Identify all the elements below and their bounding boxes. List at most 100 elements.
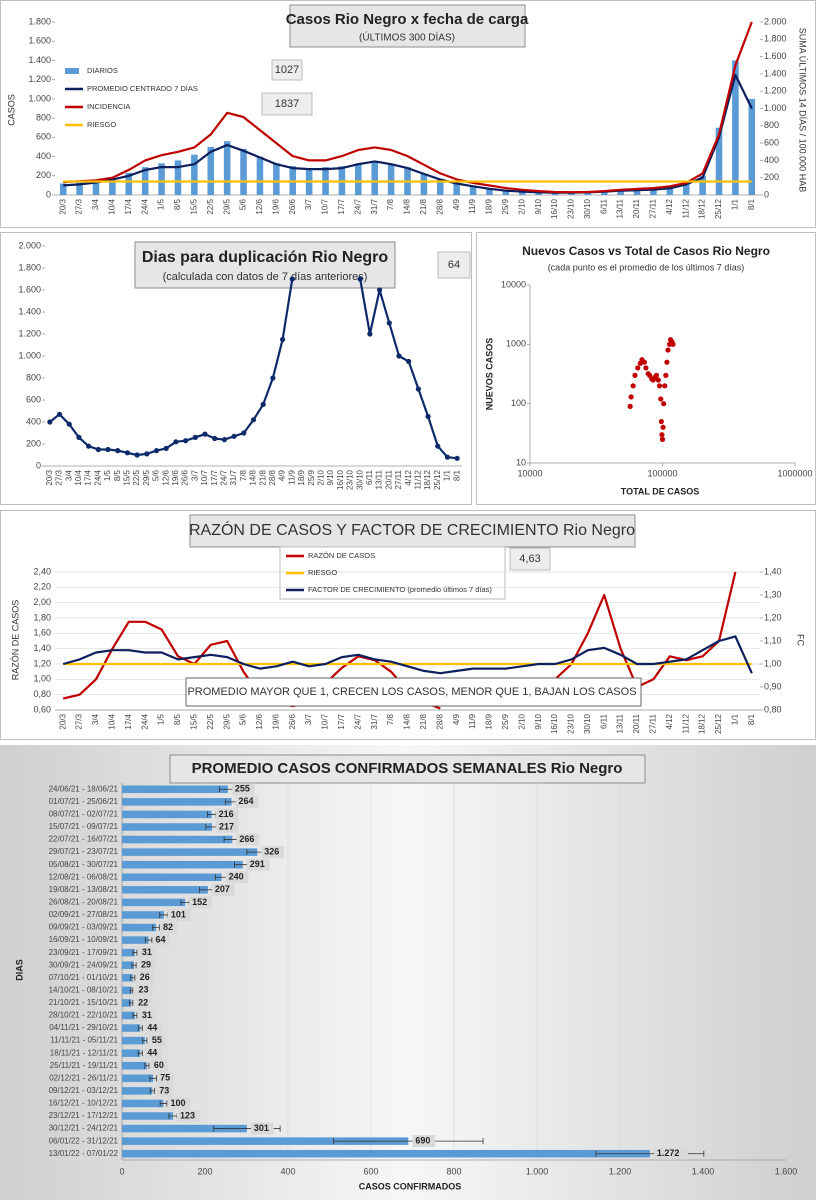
value-label-box [216,820,239,833]
y-tick-label: 02/12/21 - 26/11/21 [49,1073,118,1082]
value-label: 301 [254,1123,269,1133]
y-tick-label: 19/08/21 - 13/08/21 [49,885,119,894]
value-label-box [225,871,249,884]
point [367,331,373,337]
value-label-box [135,996,153,1009]
value-label: 73 [159,1085,169,1095]
bar [122,898,186,907]
y-tick-label: 28/10/21 - 22/10/21 [49,1011,119,1020]
line [63,21,753,194]
y-tick-label: 0 [764,189,769,199]
x-tick-label: 11/12 [413,469,422,489]
error-bar [149,1075,157,1082]
x-tick-label: 26/6 [288,713,297,729]
x-tick-label: 15/5 [123,469,132,485]
value-label: 44 [147,1022,157,1032]
y-tick-label: 1.400 [764,68,787,78]
bar [387,164,395,195]
x-tick-label: 10/4 [74,469,83,485]
x-tick-label: 8/5 [173,198,182,210]
x-tick-label: 1/5 [103,469,112,481]
x-tick-label: 20/11 [632,198,641,218]
x-tick-label: 3/4 [64,469,73,481]
point [425,413,431,420]
bar [122,1112,174,1120]
error-bar [142,1037,148,1044]
point [670,341,676,347]
bar [240,148,247,195]
y-tick-label: 26/08/21 - 20/08/21 [49,897,119,906]
bar [125,172,133,195]
value-label-box [156,1084,174,1097]
x-tick-label: 9/10 [534,198,543,214]
bar [122,1124,247,1133]
value-label: 123 [180,1110,195,1120]
x-tick-label: 18/9 [297,469,306,485]
title-box [134,241,396,289]
y-axis-label: DIAS [14,959,24,981]
annotation: 64 [448,259,460,271]
x-tick-label: 1.600 [775,1166,798,1176]
x-tick-label: 10/7 [321,713,330,729]
annotation: 1837 [275,98,299,110]
bar [223,141,231,195]
x-tick-label: 4/9 [452,713,461,725]
y-tick-label: 09/12/21 - 03/12/21 [49,1086,119,1095]
y-tick-label: 1.800 [18,262,41,272]
x-tick-label: 8/1 [747,198,756,210]
y-tick-label: 1.800 [28,16,51,26]
y-tick-label: 22/07/21 - 16/07/21 [49,835,119,844]
y-tick-label: 15/07/21 - 09/07/21 [49,822,119,831]
x-tick-label: 27/3 [75,713,84,729]
y-tick-label: 400 [36,151,51,161]
point [664,359,670,365]
bar [355,163,362,195]
y-tick-label: 1.600 [18,284,41,294]
y-tick-label: 1.000 [764,103,787,113]
value-label-box [412,1135,436,1148]
x-tick-label: 11/12 [681,198,690,218]
error-bar [144,937,153,944]
x-tick-label: 11/9 [287,469,296,485]
bar [122,911,164,919]
point [66,421,72,427]
error-bar [132,949,138,956]
x-tick-label: 25/12 [714,198,723,219]
value-label: 240 [229,872,244,882]
x-tick-label: 4/12 [665,198,674,214]
x-tick-label: 5/6 [239,198,248,210]
y-tick-label: 1,10 [764,635,782,645]
point [221,437,228,443]
x-tick-label: 19/6 [271,713,280,729]
x-tick-label: 15/5 [189,713,198,729]
value-label-box [167,1097,191,1110]
value-label: 29 [141,960,151,970]
y-tick-label: 1,30 [764,589,782,599]
x-tick-label: 17/7 [210,469,219,485]
x-tick-label: 3/7 [190,469,199,481]
x-tick-label: 17/4 [124,713,133,729]
x-tick-label: 31/7 [370,713,379,729]
x-tick-label: 24/4 [93,469,102,485]
x-tick-label: 24/4 [140,713,149,729]
x-tick-label: 19/6 [271,198,280,214]
point [153,448,160,454]
x-tick-label: 15/5 [189,198,198,214]
error-bar [159,1100,168,1107]
bar [122,823,213,831]
y-tick-label: 2,40 [33,566,51,576]
bar [732,60,739,195]
x-tick-label: 27/11 [394,469,403,489]
y-tick-label: 1,40 [33,643,51,653]
y-tick-label: 1,80 [33,612,51,622]
x-tick-label: 23/10 [346,469,355,490]
x-tick-label: 22/5 [206,713,215,729]
y-tick-label: 0,80 [764,704,782,714]
bar [122,974,133,982]
point [444,454,451,460]
x-tick-label: 7/8 [386,198,395,210]
point [47,419,53,425]
x-tick-label: 21/8 [419,198,428,214]
value-label: 31 [142,1010,152,1020]
